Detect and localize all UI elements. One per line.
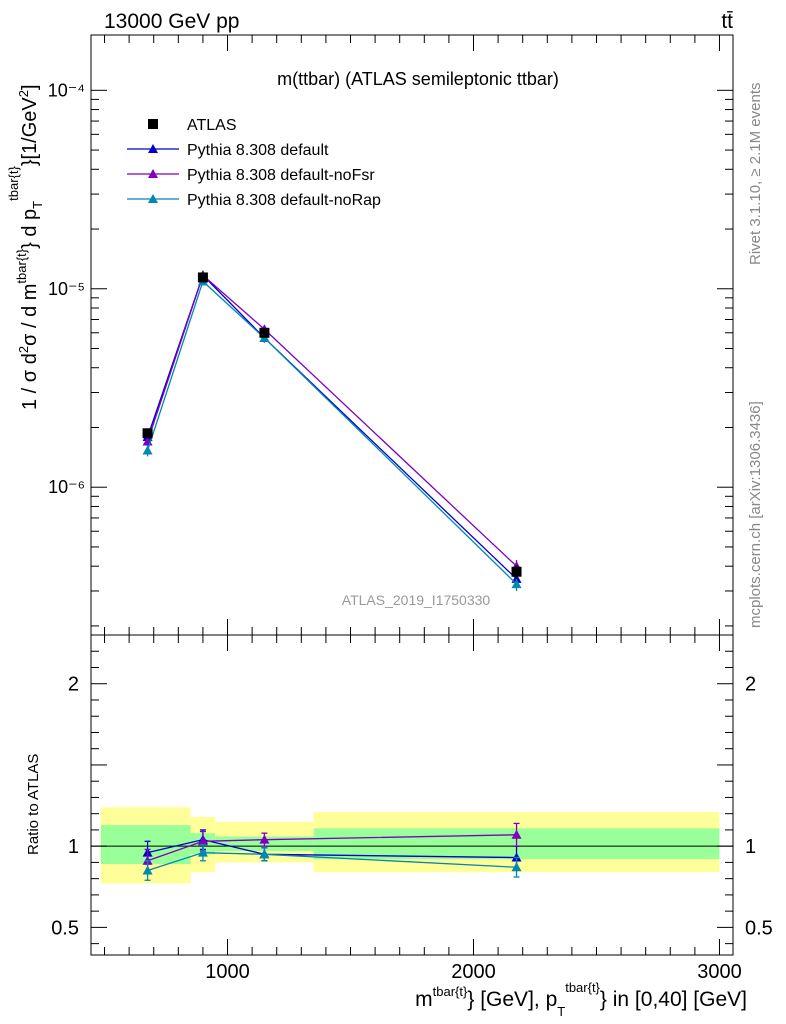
- main-y-axis-label-text: 1 / σ d2σ / d mtbar{t}} d pTtbar{t}}[1/G…: [6, 84, 45, 410]
- data-point: [142, 445, 153, 455]
- legend-marker: [148, 194, 158, 203]
- ratio-uncertainty-bands: [100, 807, 720, 884]
- legend-marker: [148, 144, 158, 153]
- legend-entry: Pythia 8.308 default: [127, 142, 329, 159]
- analysis-watermark: ATLAS_2019_I1750330: [342, 592, 491, 608]
- main-data-series: [142, 270, 522, 591]
- series-pythia-8-308-default-norap: [142, 276, 522, 591]
- ratio-series-pythia-8-308-default-norap: [142, 843, 522, 881]
- main-axis-ticks: 10⁻⁴ 10⁻⁵ 10⁻⁶: [48, 35, 733, 635]
- rivet-version-label: Rivet 3.1.10, ≥ 2.1M events: [747, 83, 764, 266]
- x-tick-label: 1000: [205, 961, 250, 983]
- y-tick-label: 10⁻⁵: [48, 279, 85, 299]
- ratio-y-axis-label: Ratio to ATLAS: [25, 754, 42, 855]
- series-atlas: [142, 272, 522, 579]
- ratio-data-point: [197, 847, 208, 857]
- ratio-y-tick-label-left: 1: [68, 836, 79, 858]
- legend-entry: ATLAS: [148, 117, 237, 134]
- y-tick-label: 10⁻⁴: [48, 80, 85, 100]
- inner-uncertainty-band: [100, 825, 191, 865]
- legend-label: Pythia 8.308 default: [187, 142, 329, 159]
- y-tick-label: 10⁻⁶: [48, 477, 85, 497]
- legend-label: Pythia 8.308 default-noRap: [187, 192, 381, 209]
- data-point: [197, 272, 208, 283]
- legend-marker: [148, 169, 158, 178]
- ratio-data-point: [511, 829, 522, 839]
- series-line: [146, 274, 517, 580]
- ratio-y-tick-label-right: 2: [745, 674, 756, 696]
- ratio-panel: 2 2 1 1 0.5 0.5 1000 2000 3000 Ratio to ATLAS: [25, 634, 773, 983]
- data-point: [142, 428, 153, 439]
- ratio-series-line: [147, 852, 517, 872]
- ratio-y-tick-label-left: 2: [68, 674, 79, 696]
- mcplots-label: mcplots.cern.ch [arXiv:1306.3436]: [747, 401, 764, 628]
- ratio-data-point: [259, 849, 270, 859]
- main-chart-title: m(ttbar) (ATLAS semileptonic ttbar): [277, 69, 559, 89]
- legend-entry: Pythia 8.308 default-noFsr: [127, 167, 375, 184]
- main-panel: 10⁻⁴ 10⁻⁵ 10⁻⁶ m(ttbar) (ATLAS semileptoni…: [48, 34, 734, 636]
- ratio-y-tick-label-left: 0.5: [51, 917, 79, 939]
- ratio-data-series: [142, 822, 522, 881]
- x-axis-label: mtbar{t}} [GeV], pTtbar{t}} in [0,40] [G…: [415, 980, 747, 1019]
- collision-energy-label: 13000 GeV pp: [104, 10, 239, 33]
- ratio-y-tick-label-right: 1: [745, 836, 756, 858]
- legend-label: Pythia 8.308 default-noFsr: [187, 167, 375, 184]
- data-point: [259, 327, 270, 338]
- legend-marker: [148, 119, 158, 129]
- ratio-data-point: [197, 836, 208, 846]
- ratio-axis-ticks: 2 2 1 1 0.5 0.5 1000 2000 3000: [51, 635, 773, 983]
- legend-label: ATLAS: [187, 117, 237, 134]
- data-point: [511, 566, 522, 577]
- ratio-data-point: [142, 865, 153, 875]
- ratio-series-line: [147, 834, 517, 862]
- series-pythia-8-308-default: [142, 270, 522, 586]
- ratio-series-line: [147, 839, 517, 859]
- x-axis-label-text: mtbar{t}} [GeV], pTtbar{t}} in [0,40] [G…: [415, 980, 747, 1019]
- series-pythia-8-308-default-nofsr: [142, 270, 522, 573]
- series-line: [146, 280, 517, 585]
- process-label: tt̄: [721, 10, 733, 33]
- legend-entry: Pythia 8.308 default-noRap: [127, 192, 381, 209]
- x-tick-label: 2000: [451, 961, 496, 983]
- legend: ATLAS Pythia 8.308 default Pythia 8.308 de…: [127, 117, 381, 209]
- ratio-data-point: [259, 834, 270, 844]
- ratio-data-point: [511, 862, 522, 872]
- ratio-y-tick-label-right: 0.5: [745, 917, 773, 939]
- data-point: [511, 579, 522, 589]
- main-y-axis-label: 1 / σ d2σ / d mtbar{t}} d pTtbar{t}}[1/G…: [6, 84, 45, 410]
- ratio-series-pythia-8-308-default-nofsr: [142, 822, 522, 873]
- x-tick-label: 3000: [697, 961, 742, 983]
- series-line: [146, 274, 517, 567]
- ratio-panel-frame: [90, 634, 734, 956]
